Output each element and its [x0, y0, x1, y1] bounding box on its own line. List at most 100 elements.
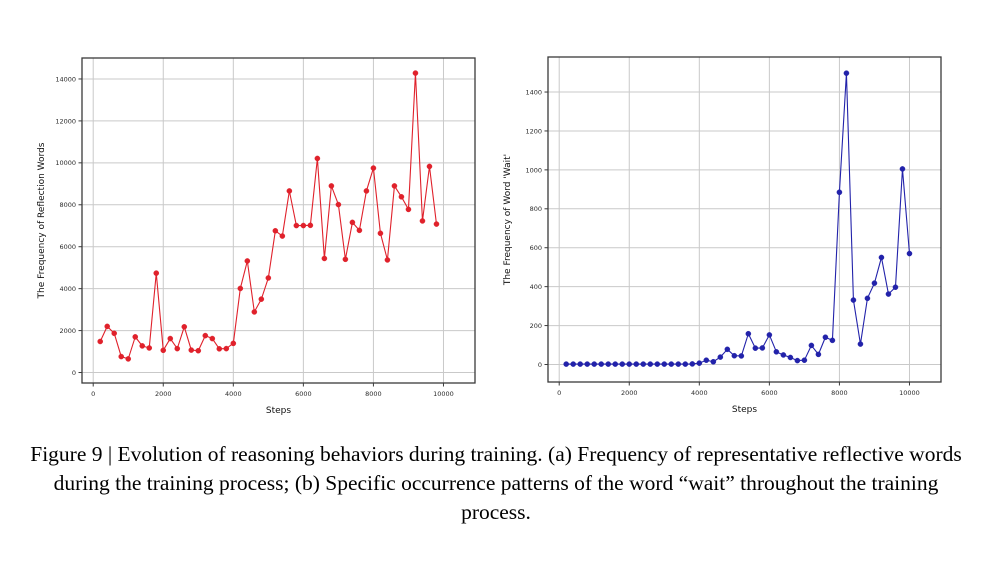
- x-axis-title: Steps: [266, 406, 291, 416]
- y-tick-label: 600: [530, 244, 542, 252]
- data-point: [146, 345, 153, 351]
- data-point: [878, 254, 885, 261]
- data-point: [752, 345, 759, 351]
- data-point: [356, 227, 363, 234]
- chart-panel-a: 0 2000 4000 6000 8000 10000 0 2000 4000 6000 8000 1…: [0, 0, 496, 430]
- data-point: [885, 291, 892, 297]
- x-tick-label: 8000: [831, 389, 848, 397]
- x-tick-label: 6000: [761, 389, 778, 397]
- data-point: [405, 206, 412, 213]
- data-point: [822, 334, 829, 341]
- data-point: [342, 256, 349, 263]
- x-tick-label: 2000: [621, 389, 638, 397]
- data-markers-b: [563, 70, 913, 367]
- data-point: [188, 347, 195, 353]
- data-point: [619, 361, 626, 367]
- y-tick-label: 1000: [525, 166, 542, 174]
- data-point: [377, 230, 384, 237]
- data-point: [230, 340, 237, 347]
- x-tick-label: 2000: [155, 390, 172, 398]
- data-point: [223, 345, 230, 352]
- data-point: [398, 194, 405, 200]
- data-point: [598, 361, 605, 367]
- data-point: [836, 189, 843, 196]
- data-point: [272, 227, 279, 234]
- data-point: [286, 188, 293, 194]
- data-point: [251, 309, 258, 315]
- y-tick-label: 2000: [59, 327, 76, 335]
- x-tick-label: 8000: [365, 390, 382, 398]
- data-point: [237, 285, 244, 292]
- data-point: [626, 361, 633, 367]
- data-point: [258, 296, 265, 302]
- y-axis-title: The Frequency of Reflection Words: [37, 142, 47, 299]
- data-point: [139, 343, 146, 349]
- data-point: [773, 349, 780, 355]
- chart-b-svg: 0 2000 4000 6000 8000 10000 0 200 400 600 800 1000 1…: [503, 56, 942, 415]
- x-axis-title: Steps: [732, 405, 757, 415]
- axis-spines: [81, 57, 476, 384]
- y-tick-label: 800: [530, 205, 542, 213]
- data-point: [857, 341, 864, 347]
- data-point: [307, 222, 314, 229]
- y-axis-title: The Frequency of Word 'Wait': [503, 154, 513, 286]
- chart-a-svg: 0 2000 4000 6000 8000 10000 0 2000 4000 6000 8000 1…: [37, 57, 476, 416]
- data-point: [829, 337, 836, 344]
- data-point: [419, 218, 426, 224]
- data-point: [125, 356, 132, 362]
- data-point: [584, 361, 591, 367]
- x-tick-label: 4000: [691, 389, 708, 397]
- data-point: [349, 219, 356, 226]
- data-point: [279, 233, 286, 239]
- data-point: [843, 70, 850, 76]
- data-point: [195, 347, 202, 354]
- data-point: [202, 332, 209, 339]
- data-point: [209, 335, 216, 342]
- data-point: [794, 357, 801, 364]
- chart-panel-b: 0 2000 4000 6000 8000 10000 0 200 400 600 800 1000 1…: [466, 0, 962, 430]
- data-point: [871, 280, 878, 286]
- data-point: [300, 222, 307, 229]
- data-point: [605, 361, 612, 367]
- data-point: [766, 332, 773, 338]
- axis-ticks: 0 2000 4000 6000 8000 10000 0 2000 4000 6000 8000 1…: [55, 75, 454, 398]
- data-point: [815, 351, 822, 358]
- data-point: [661, 361, 668, 367]
- data-point: [633, 361, 640, 367]
- x-tick-label: 6000: [295, 390, 312, 398]
- y-tick-label: 1200: [525, 127, 542, 135]
- data-point: [328, 183, 335, 189]
- y-tick-label: 1400: [525, 88, 542, 96]
- data-point: [293, 222, 300, 229]
- data-point: [612, 361, 619, 367]
- data-point: [780, 352, 787, 358]
- data-point: [654, 361, 661, 367]
- data-point: [899, 166, 906, 172]
- data-point: [335, 201, 342, 208]
- data-point: [906, 250, 913, 257]
- data-point: [801, 357, 808, 363]
- data-point: [104, 323, 111, 330]
- data-point: [363, 188, 370, 194]
- data-point: [759, 345, 766, 351]
- data-point: [370, 165, 377, 171]
- data-point: [244, 258, 251, 264]
- data-point: [174, 345, 181, 352]
- data-point: [563, 361, 569, 367]
- data-point: [668, 361, 675, 367]
- y-tick-label: 4000: [59, 285, 76, 293]
- data-point: [745, 330, 752, 337]
- y-tick-label: 400: [530, 283, 542, 291]
- y-tick-label: 8000: [59, 201, 76, 209]
- plot-background: [548, 57, 941, 382]
- data-point: [724, 346, 731, 353]
- data-point: [321, 255, 328, 262]
- x-tick-label: 10000: [433, 390, 454, 398]
- y-tick-label: 10000: [55, 159, 76, 167]
- data-point: [111, 330, 118, 337]
- y-tick-label: 14000: [55, 75, 76, 83]
- data-point: [391, 183, 398, 189]
- data-point: [689, 361, 696, 367]
- data-point: [570, 361, 577, 367]
